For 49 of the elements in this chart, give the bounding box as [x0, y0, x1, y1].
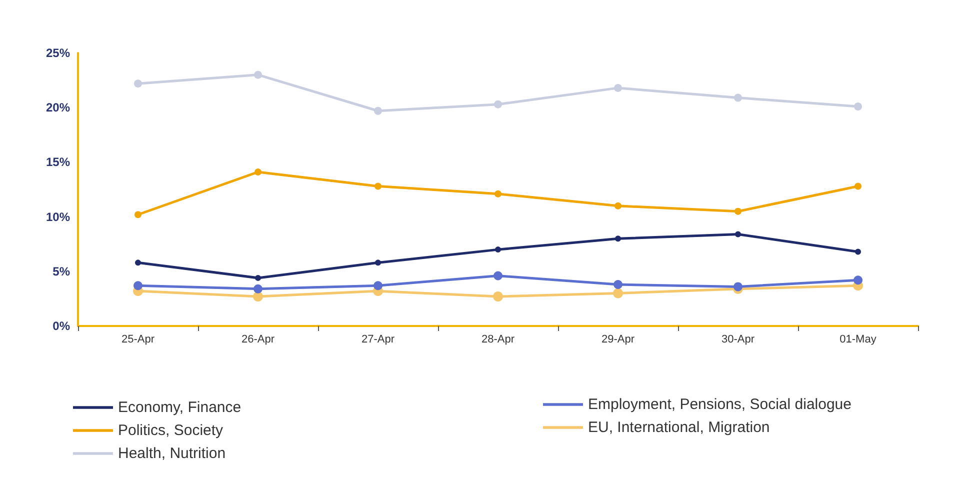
point: [254, 168, 262, 176]
y-tick-label: 20%: [46, 100, 70, 115]
point: [854, 182, 862, 190]
x-tick-label: 30-Apr: [721, 334, 755, 346]
legend-label: Politics, Society: [118, 422, 224, 439]
point: [493, 292, 503, 302]
point: [254, 70, 262, 79]
point: [254, 284, 262, 294]
point: [375, 260, 381, 266]
point: [253, 292, 263, 302]
point: [494, 190, 502, 198]
point: [374, 182, 382, 190]
y-tick-label: 5%: [52, 264, 70, 278]
point: [374, 281, 382, 290]
y-tick-label: 15%: [46, 155, 70, 170]
point: [374, 106, 382, 115]
point: [735, 231, 741, 238]
point: [734, 208, 742, 215]
y-tick-label: 25%: [46, 46, 70, 60]
point: [734, 94, 742, 102]
x-tick-label: 27-Apr: [361, 334, 395, 346]
point: [614, 202, 622, 210]
point: [494, 271, 502, 280]
point: [614, 280, 622, 289]
point: [134, 281, 142, 290]
point: [855, 248, 861, 255]
x-tick-label: 29-Apr: [601, 334, 635, 346]
x-tick-label: 28-Apr: [481, 334, 515, 346]
point: [854, 276, 862, 285]
point: [854, 102, 862, 111]
y-tick-label: 10%: [46, 210, 70, 224]
point: [494, 100, 502, 108]
legend-label: Health, Nutrition: [118, 445, 226, 462]
point: [134, 211, 142, 218]
x-tick-label: 01-May: [840, 334, 877, 346]
point: [495, 246, 501, 253]
point: [615, 236, 621, 242]
point: [135, 260, 141, 266]
point: [134, 80, 142, 88]
y-tick-label: 0%: [52, 319, 70, 333]
point: [255, 274, 261, 281]
x-tick-label: 25-Apr: [121, 334, 155, 346]
legend-label: Employment, Pensions, Social dialogue: [588, 396, 852, 413]
legend-label: EU, International, Migration: [588, 419, 770, 436]
point: [734, 282, 742, 292]
point: [614, 84, 622, 92]
legend-label: Economy, Finance: [118, 399, 242, 416]
point: [613, 288, 623, 298]
x-tick-label: 26-Apr: [241, 334, 275, 346]
